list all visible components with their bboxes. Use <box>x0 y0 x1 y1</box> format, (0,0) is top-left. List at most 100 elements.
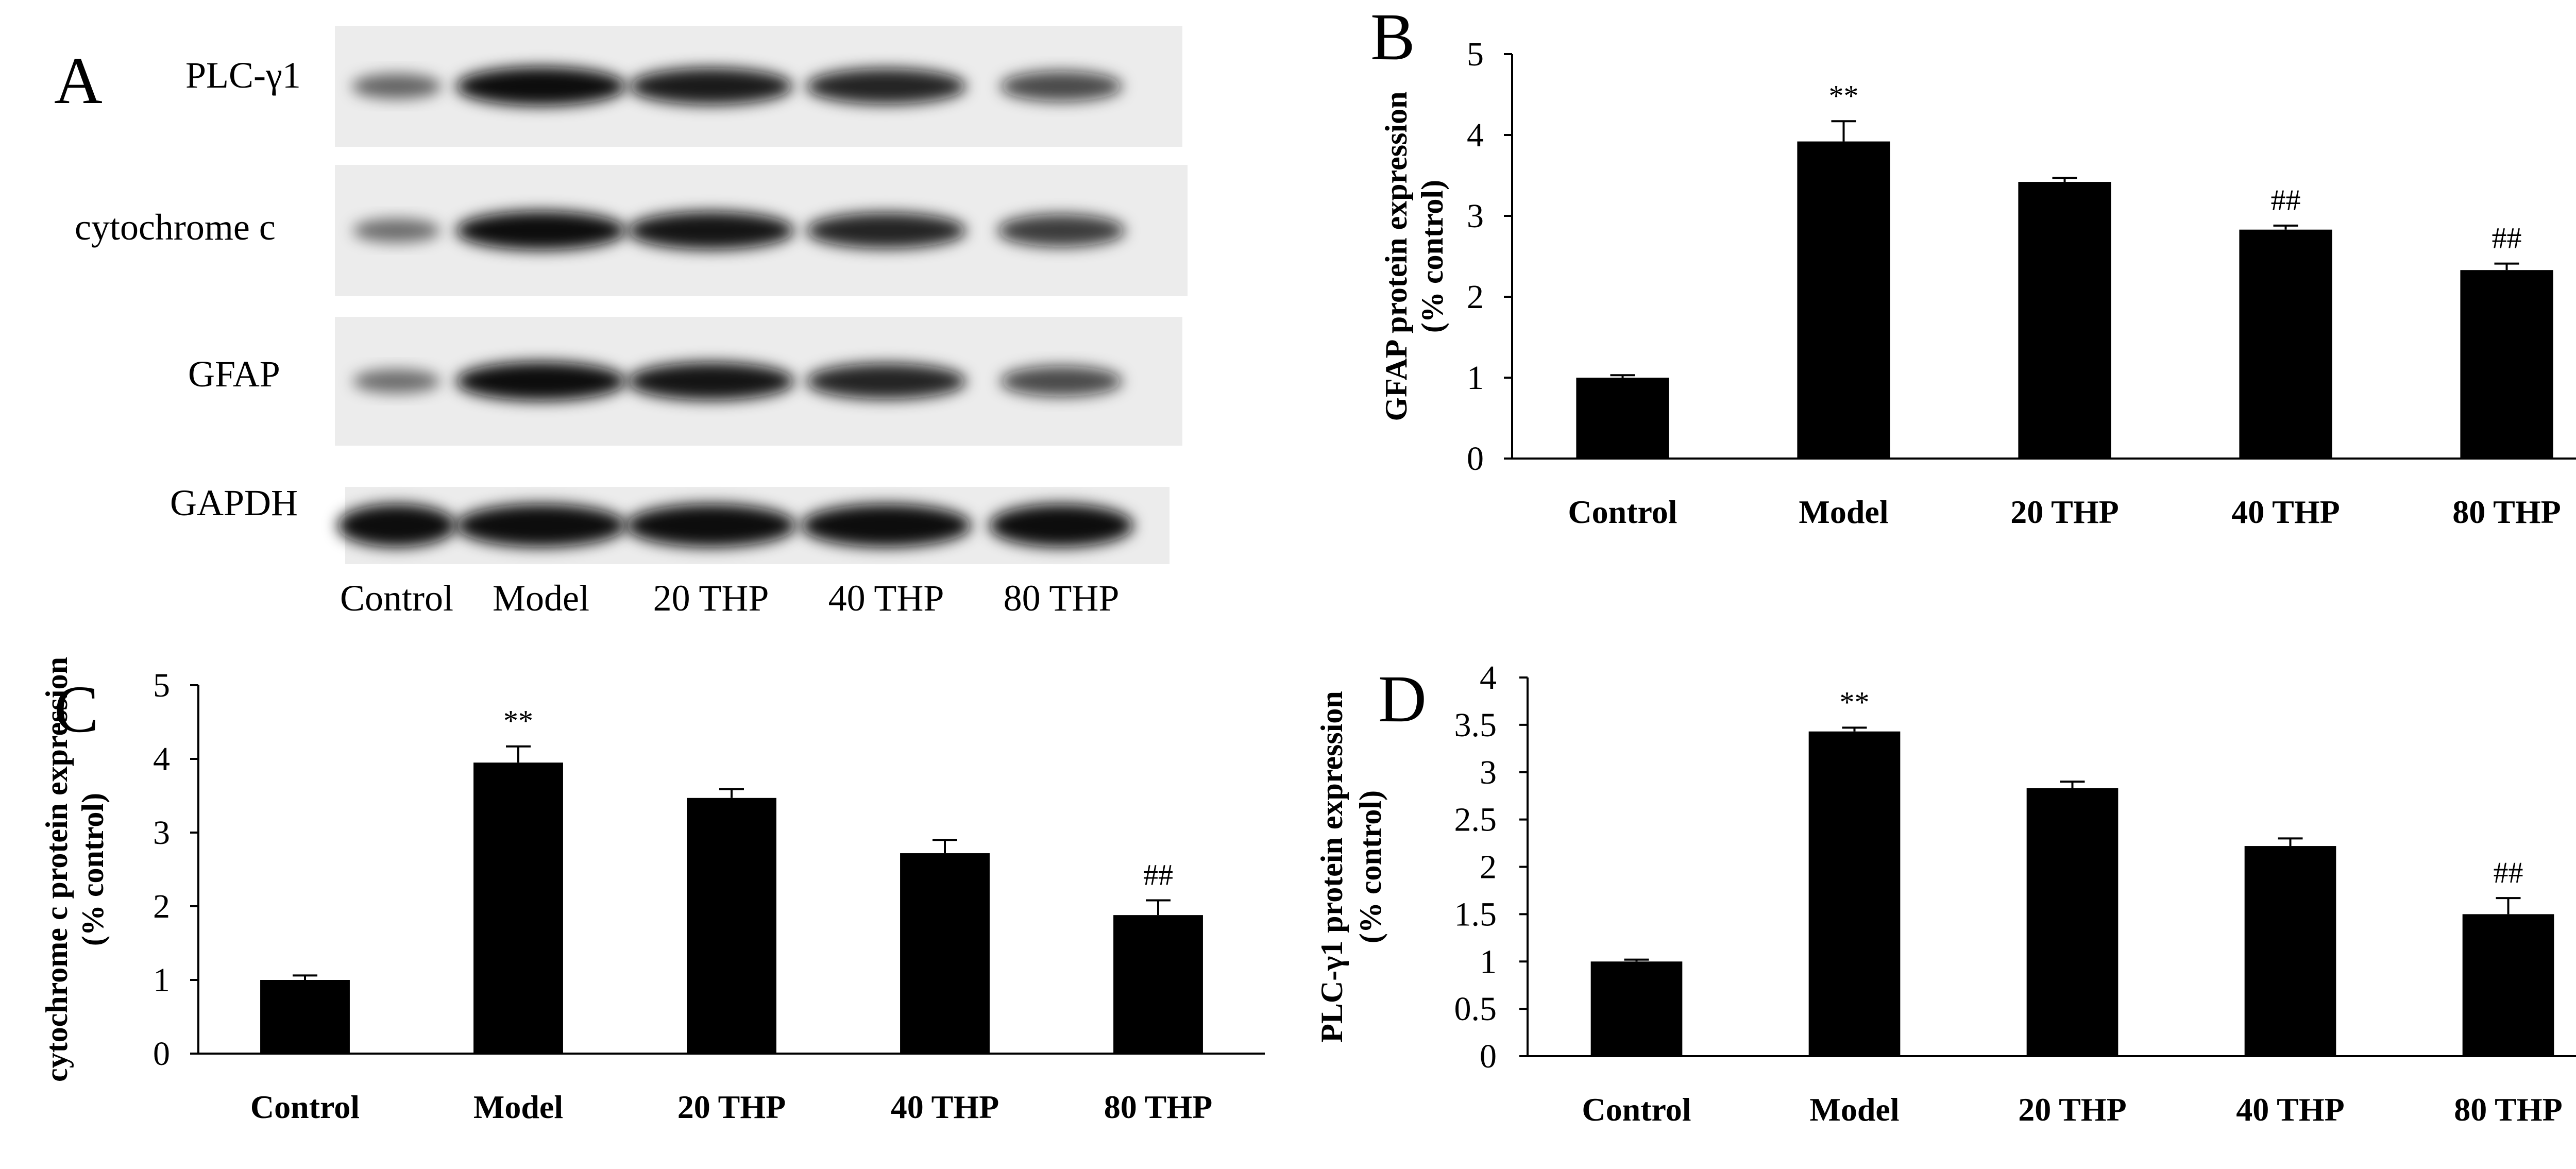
significance-label: ** <box>503 704 533 738</box>
chart-panel-c: C 0 1 2 3 4 5 Control ** Model 20 THP 40 THP ## 80 TH… <box>40 657 1265 1125</box>
blot-band <box>456 66 626 106</box>
y-tick-label: 1.5 <box>1454 895 1497 933</box>
blot-row-label: GAPDH <box>170 482 298 523</box>
x-tick-label: 40 THP <box>2236 1091 2344 1128</box>
y-tick-label: 2 <box>153 888 170 925</box>
y-tick-label: 1 <box>1480 943 1497 980</box>
panel-letter-b: B <box>1370 0 1415 74</box>
x-tick-label: Control <box>250 1089 360 1125</box>
y-axis-label: cytochrome c protein expression <box>40 657 74 1082</box>
blot-band <box>628 362 794 400</box>
bar <box>1576 378 1669 459</box>
blot-band <box>351 74 442 99</box>
bar <box>1808 731 1901 1056</box>
blot-band <box>629 67 793 105</box>
y-tick-label: 0 <box>1480 1038 1497 1075</box>
blot-band <box>806 68 967 105</box>
y-tick-label: 5 <box>153 667 170 704</box>
y-tick-label: 2.5 <box>1454 801 1497 839</box>
x-tick-label: 40 THP <box>2231 494 2340 530</box>
x-tick-label: 40 THP <box>891 1089 999 1125</box>
y-tick-label: 0 <box>1467 440 1484 478</box>
panel-letter-c: C <box>54 672 99 747</box>
x-tick-label: 80 THP <box>1104 1089 1212 1125</box>
blot-band <box>352 218 441 243</box>
blot-band <box>1000 366 1123 397</box>
western-blot-panel: A PLC-γ1 cytochrome c GFAP GAPDH Control Model… <box>54 26 1188 619</box>
y-tick-label: 2 <box>1467 278 1484 316</box>
chart-panel-d: D 0 0.5 1 1.5 2 2.5 3 3.5 4 Control ** Model 20 THP 40… <box>1315 659 2576 1128</box>
x-tick-label: 20 THP <box>2018 1091 2126 1128</box>
blot-band <box>806 363 967 399</box>
x-tick-label: 20 THP <box>2010 494 2119 530</box>
x-tick-label: Model <box>1799 494 1888 530</box>
significance-label: ## <box>2494 856 2523 889</box>
blot-lane-label: 20 THP <box>653 578 769 619</box>
y-axis-label-unit: (% control) <box>1353 790 1387 943</box>
bar <box>2462 914 2554 1056</box>
blot-row-label: cytochrome c <box>75 207 276 248</box>
blot-band <box>456 504 626 547</box>
blot-lane-label: Model <box>493 578 589 619</box>
significance-label: ** <box>1829 79 1859 112</box>
y-tick-label: 1 <box>153 961 170 999</box>
bar <box>687 798 776 1054</box>
blot-band <box>997 214 1125 247</box>
y-axis-label: GFAP protein expression <box>1379 91 1413 421</box>
bar <box>1113 915 1203 1054</box>
blot-lane-label: 40 THP <box>828 578 944 619</box>
y-tick-label: 3 <box>153 814 170 852</box>
y-tick-label: 2 <box>1480 849 1497 886</box>
bar <box>260 980 350 1054</box>
blot-band <box>456 362 626 401</box>
bar <box>900 853 990 1054</box>
blot-band <box>1000 71 1123 102</box>
significance-label: ## <box>2492 222 2522 255</box>
y-tick-label: 1 <box>1467 359 1484 397</box>
bar <box>2239 229 2332 459</box>
x-tick-label: 80 THP <box>2452 494 2561 530</box>
significance-label: ** <box>1840 685 1870 719</box>
blot-row-label: GFAP <box>188 353 280 395</box>
blot-row-label: PLC-γ1 <box>185 55 301 96</box>
y-tick-label: 4 <box>153 740 170 778</box>
y-axis-label-unit: (% control) <box>1415 180 1449 333</box>
y-tick-label: 0 <box>153 1035 170 1073</box>
y-tick-label: 4 <box>1467 116 1484 154</box>
chart-panel-b: B 0 1 2 3 4 5 Control ** Model 20 THP ## 40 THP ## 80 … <box>1370 0 2576 530</box>
y-tick-label: 3 <box>1480 754 1497 791</box>
blot-band <box>628 211 794 250</box>
blot-lane-label: 80 THP <box>1004 578 1120 619</box>
y-axis-label: PLC-γ1 protein expression <box>1315 691 1349 1043</box>
x-tick-label: Model <box>1809 1091 1899 1128</box>
blot-band <box>456 211 626 250</box>
blot-band <box>989 504 1133 547</box>
bar <box>2026 788 2119 1056</box>
significance-label: ## <box>1143 858 1173 892</box>
y-tick-label: 3 <box>1467 197 1484 235</box>
blot-band <box>337 504 456 547</box>
bar <box>2018 182 2111 459</box>
panel-letter-a: A <box>54 44 103 118</box>
significance-label: ## <box>2271 183 2301 217</box>
x-tick-label: 20 THP <box>677 1089 786 1125</box>
bar <box>1590 961 1683 1056</box>
bar <box>2244 846 2336 1056</box>
blot-band <box>806 212 967 249</box>
x-tick-label: Model <box>473 1089 563 1125</box>
blot-band <box>352 369 441 394</box>
blot-band <box>801 504 971 547</box>
bar <box>473 763 563 1054</box>
x-tick-label: Control <box>1582 1091 1691 1128</box>
panel-letter-d: D <box>1378 662 1427 736</box>
y-tick-label: 3.5 <box>1454 706 1497 744</box>
bar <box>2460 270 2553 459</box>
blot-band <box>626 504 796 547</box>
y-tick-label: 5 <box>1467 36 1484 73</box>
bar <box>1797 141 1890 459</box>
y-axis-label-unit: (% control) <box>76 793 110 946</box>
y-tick-label: 0.5 <box>1454 990 1497 1028</box>
y-tick-label: 4 <box>1480 659 1497 697</box>
